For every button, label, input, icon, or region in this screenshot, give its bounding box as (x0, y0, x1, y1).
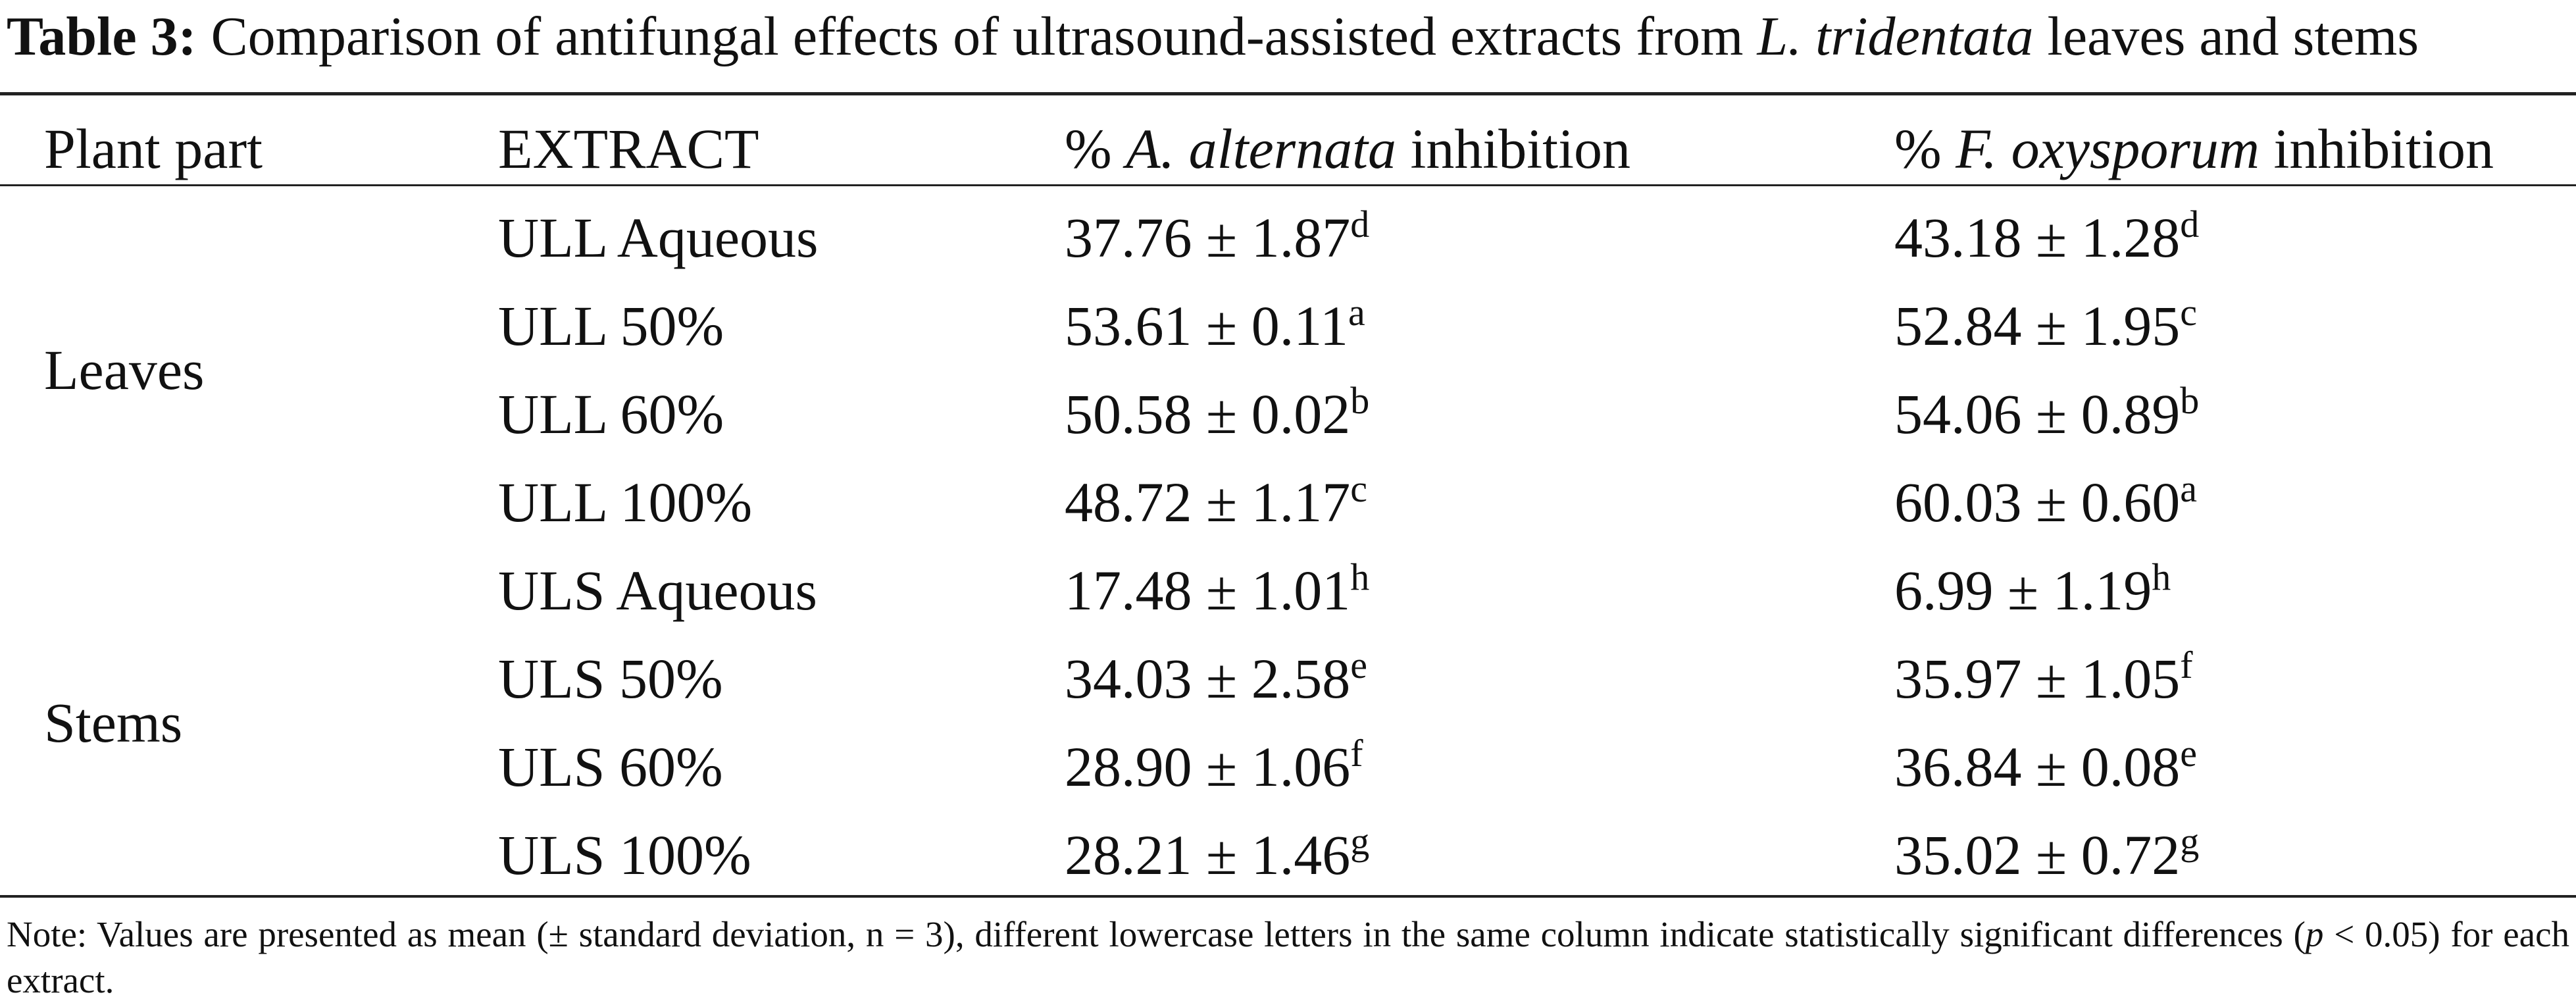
significance-letter: h (2152, 555, 2171, 598)
value-cell: 50.58 ± 0.02b (1065, 382, 1369, 443)
significance-letter: c (1350, 467, 1367, 510)
value-cell: 54.06 ± 0.89b (1894, 382, 2199, 443)
text-segment: leaves and stems (2033, 6, 2419, 67)
significance-letter: b (2180, 379, 2200, 422)
extract: ULL Aqueous (498, 206, 819, 269)
extract: ULL 100% (498, 471, 753, 534)
text-segment: EXTRACT (498, 117, 759, 180)
text-segment: Comparison of antifungal effects of ultr… (211, 6, 1757, 67)
value-cell: 35.02 ± 0.72g (1894, 823, 2199, 884)
value: 17.48 ± 1.01 (1065, 559, 1351, 622)
text-segment: p (2305, 914, 2324, 954)
significance-letter: g (2180, 820, 2200, 863)
value: 28.21 ± 1.46 (1065, 823, 1351, 886)
column-header: Plant part (44, 120, 263, 177)
text-segment: inhibition (1396, 117, 1630, 180)
significance-letter: a (2180, 467, 2197, 510)
significance-letter: f (2180, 644, 2193, 686)
value: 35.02 ± 0.72 (1894, 823, 2181, 886)
value-cell: 6.99 ± 1.19h (1894, 558, 2171, 622)
value: 60.03 ± 0.60 (1894, 471, 2181, 534)
value: 6.99 ± 1.19 (1894, 559, 2152, 622)
value: 48.72 ± 1.17 (1065, 471, 1351, 534)
text-segment: Note: Values are presented as mean (± st… (7, 914, 2306, 954)
value-cell: 28.21 ± 1.46g (1065, 823, 1369, 884)
value-cell: 48.72 ± 1.17c (1065, 470, 1367, 531)
value-cell: 35.97 ± 1.05f (1894, 646, 2193, 710)
text-segment: Table 3: (7, 6, 197, 67)
text-segment: A. alternata (1126, 117, 1396, 180)
value: 35.97 ± 1.05 (1894, 647, 2181, 710)
text-segment: F. oxysporum (1956, 117, 2260, 180)
extract: ULL 50% (498, 294, 724, 357)
text-segment: < 0.05) for each extract. (7, 914, 2569, 1000)
column-header: EXTRACT (498, 120, 759, 177)
value-cell: 60.03 ± 0.60a (1894, 470, 2197, 531)
value: 53.61 ± 0.11 (1065, 294, 1349, 357)
value-cell: 52.84 ± 1.95c (1894, 294, 2197, 357)
column-header: % F. oxysporum inhibition (1894, 120, 2494, 177)
extract: ULL 60% (498, 382, 724, 446)
extract: ULS Aqueous (498, 559, 817, 622)
text-segment: Plant part (44, 117, 263, 180)
top-rule (0, 92, 2576, 95)
text-segment: L. tridentata (1757, 6, 2034, 67)
significance-letter: e (2180, 732, 2197, 775)
plant-part: Leaves (44, 338, 205, 401)
extract: ULS 50% (498, 647, 723, 710)
value: 37.76 ± 1.87 (1065, 206, 1351, 269)
value: 43.18 ± 1.28 (1894, 206, 2181, 269)
plant-part: Stems (44, 691, 183, 754)
value-cell: 36.84 ± 0.08e (1894, 734, 2197, 798)
extract: ULS 60% (498, 735, 723, 798)
significance-letter: h (1350, 555, 1370, 598)
significance-letter: c (2180, 291, 2197, 334)
value-cell: 34.03 ± 2.58e (1065, 646, 1367, 710)
significance-letter: d (1350, 203, 1370, 245)
value: 36.84 ± 0.08 (1894, 735, 2181, 798)
value-cell: 28.90 ± 1.06f (1065, 734, 1363, 798)
significance-letter: b (1350, 379, 1370, 422)
significance-letter: g (1350, 820, 1370, 863)
value: 34.03 ± 2.58 (1065, 647, 1351, 710)
significance-letter: e (1350, 644, 1367, 686)
significance-letter: d (2180, 203, 2200, 245)
significance-letter: a (1348, 291, 1365, 334)
value: 28.90 ± 1.06 (1065, 735, 1351, 798)
significance-letter: f (1350, 732, 1363, 775)
value: 52.84 ± 1.95 (1894, 294, 2181, 357)
table-caption: Table 3: Comparison of antifungal effects… (7, 9, 2419, 64)
value: 54.06 ± 0.89 (1894, 382, 2181, 446)
value-cell: 53.61 ± 0.11a (1065, 294, 1365, 357)
text-segment: % (1065, 117, 1126, 180)
table-note: Note: Values are presented as mean (± st… (7, 911, 2569, 1001)
header-rule (0, 184, 2576, 186)
text-segment: inhibition (2259, 117, 2494, 180)
value-cell: 17.48 ± 1.01h (1065, 558, 1369, 622)
text-segment: % (1894, 117, 1956, 180)
value: 50.58 ± 0.02 (1065, 382, 1351, 446)
bottom-rule (0, 895, 2576, 898)
value-cell: 37.76 ± 1.87d (1065, 205, 1369, 269)
extract: ULS 100% (498, 823, 751, 886)
value-cell: 43.18 ± 1.28d (1894, 205, 2199, 269)
column-header: % A. alternata inhibition (1065, 120, 1630, 177)
